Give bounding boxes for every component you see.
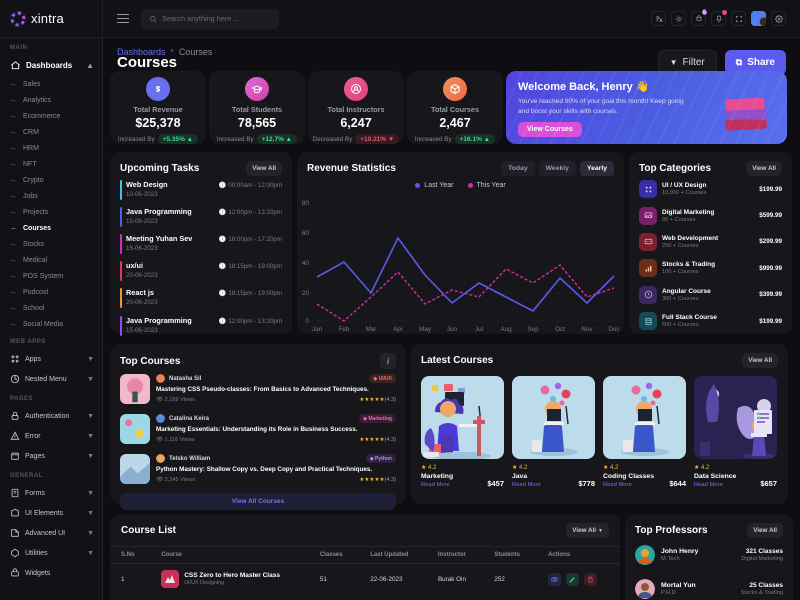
svg-text:Dec: Dec <box>608 326 619 333</box>
svg-text:0: 0 <box>305 318 309 325</box>
svg-text:20: 20 <box>302 290 310 297</box>
svg-text:Mar: Mar <box>366 326 377 333</box>
svg-text:Jan: Jan <box>312 326 323 333</box>
svg-text:Feb: Feb <box>339 326 350 333</box>
svg-text:Jun: Jun <box>447 326 458 333</box>
svg-text:Sep: Sep <box>527 326 539 333</box>
svg-text:Oct: Oct <box>555 326 565 333</box>
svg-text:40: 40 <box>302 260 310 267</box>
svg-text:Nov: Nov <box>581 326 593 333</box>
svg-text:60: 60 <box>302 230 310 237</box>
svg-text:Apr: Apr <box>393 326 403 333</box>
svg-text:May: May <box>419 326 432 333</box>
svg-text:Aug: Aug <box>500 326 512 333</box>
svg-text:Jul: Jul <box>475 326 483 333</box>
svg-text:80: 80 <box>302 200 310 207</box>
